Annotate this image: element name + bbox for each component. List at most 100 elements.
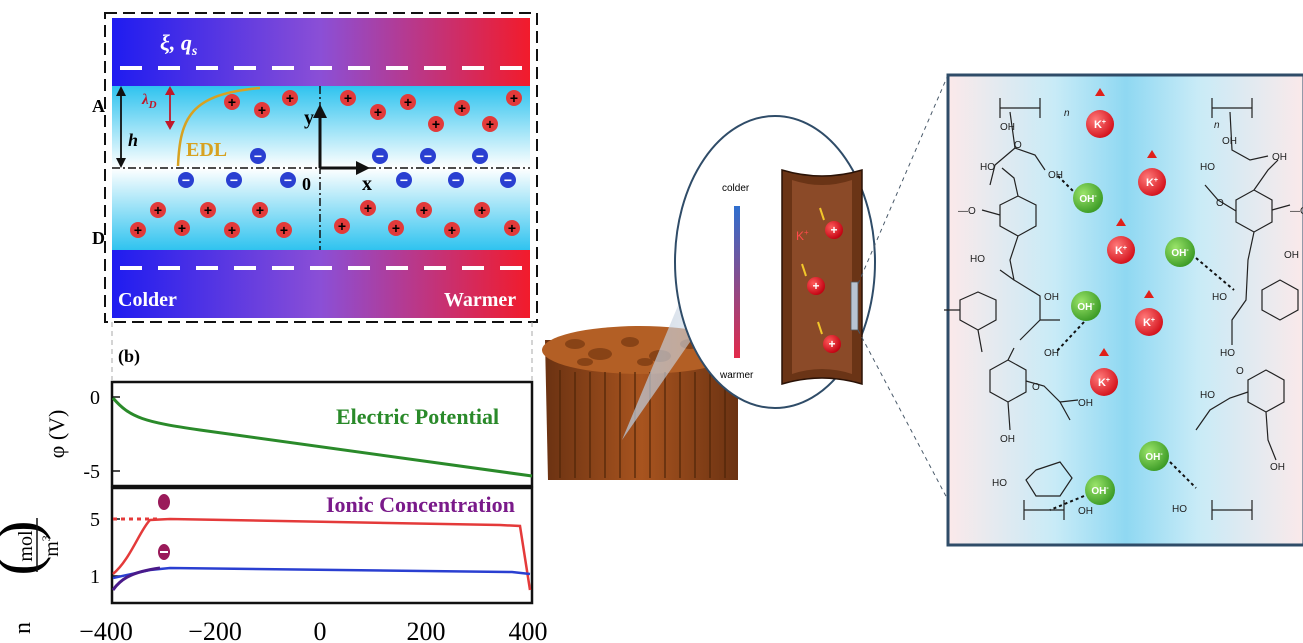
- negative-ions: − − − − − − − − − −: [178, 148, 516, 188]
- svg-text:HO: HO: [1200, 162, 1215, 173]
- svg-text:−: −: [424, 148, 432, 164]
- x-axis-ticks: −400 −200 0 200 400: [79, 617, 547, 643]
- svg-text:O: O: [1216, 198, 1224, 209]
- oh-ion: OH-: [1085, 475, 1115, 505]
- svg-text:HO: HO: [1172, 504, 1187, 515]
- y-axis-label: y: [304, 107, 314, 129]
- tick-minus5: -5: [83, 461, 100, 483]
- svg-text:OH: OH: [1284, 250, 1299, 261]
- k-ion: K+: [1086, 88, 1114, 138]
- svg-text:n: n: [1064, 108, 1070, 119]
- height-label: h: [128, 130, 138, 150]
- svg-text:−: −: [400, 172, 408, 188]
- cation: +: [254, 102, 270, 118]
- svg-text:n: n: [1214, 120, 1220, 131]
- svg-text:+: +: [420, 202, 428, 218]
- x-tick: 0: [314, 617, 327, 643]
- anion: −: [448, 172, 464, 188]
- warmer-scale-label: warmer: [719, 370, 754, 381]
- edl-profile-curve: [176, 86, 261, 167]
- svg-text:+: +: [508, 220, 516, 236]
- cation: +: [506, 90, 522, 106]
- anion: −: [372, 148, 388, 164]
- molecular-panel-frame: [946, 73, 1303, 547]
- x-axis-label: x: [362, 173, 372, 195]
- k-ion: K+: [1135, 290, 1163, 336]
- svg-text:—O: —O: [1290, 206, 1303, 217]
- region-d-label: D: [92, 228, 105, 248]
- svg-text:OH: OH: [1000, 122, 1015, 133]
- svg-text:HO: HO: [1212, 292, 1227, 303]
- svg-text:HO: HO: [980, 162, 995, 173]
- anion: −: [420, 148, 436, 164]
- svg-text:+: +: [134, 222, 142, 238]
- svg-text:+: +: [228, 94, 236, 110]
- surface-parameters-label: ξ, qs: [160, 30, 198, 59]
- svg-text:+: +: [374, 104, 382, 120]
- svg-text:+: +: [344, 90, 352, 106]
- anion: −: [226, 172, 242, 188]
- svg-text:+: +: [486, 116, 494, 132]
- tick-1: 1: [90, 566, 100, 588]
- x-tick: 200: [407, 617, 446, 643]
- potassium-ions: K+ K+ K+ K+ K+: [1086, 88, 1166, 396]
- motion-arrow: [819, 207, 825, 221]
- svg-text:+: +: [228, 222, 236, 238]
- anion: −: [250, 148, 266, 164]
- cation: +: [444, 222, 460, 238]
- svg-text:+: +: [458, 100, 466, 116]
- svg-text:O: O: [1032, 382, 1040, 393]
- svg-text:+: +: [830, 223, 837, 237]
- concentration-axis-label: n ( ) mol m3: [0, 518, 63, 634]
- bottom-wall: [112, 250, 530, 318]
- k-ion-label: K+: [796, 228, 809, 243]
- cation: +: [150, 202, 166, 218]
- svg-text:K+: K+: [1098, 377, 1110, 389]
- unit-denominator: m3: [39, 535, 63, 557]
- svg-text:—O: —O: [958, 206, 976, 217]
- cation: +: [360, 200, 376, 216]
- temperature-gradient-bar: [734, 206, 740, 358]
- debye-length-dimension: λD: [141, 86, 175, 130]
- cation: +: [400, 94, 416, 110]
- svg-text:+: +: [404, 94, 412, 110]
- anion: −: [178, 172, 194, 188]
- svg-text:−: −: [284, 172, 292, 188]
- hydrogen-bonds: [1049, 175, 1235, 511]
- tick-5: 5: [90, 509, 100, 531]
- oh-ion: OH-: [1165, 237, 1195, 267]
- zoom-circle: colder warmer K+ + + +: [674, 115, 876, 409]
- svg-text:OH: OH: [1044, 348, 1059, 359]
- warmer-label: Warmer: [444, 289, 516, 311]
- x-tick: −200: [188, 617, 242, 643]
- electric-potential-label: Electric Potential: [336, 404, 499, 429]
- svg-text:OH-: OH-: [1145, 451, 1163, 463]
- svg-text:HO: HO: [1200, 390, 1215, 401]
- svg-text:−: −: [452, 172, 460, 188]
- svg-text:+: +: [204, 202, 212, 218]
- k-ion: K+: [1107, 218, 1135, 264]
- paren: ( ): [0, 521, 51, 576]
- potential-plot-frame: [110, 380, 534, 488]
- cation: +: [224, 222, 240, 238]
- motion-arrow: [801, 263, 807, 277]
- top-wall: [112, 18, 530, 86]
- cation: +: [276, 222, 292, 238]
- svg-text:OH: OH: [1222, 136, 1237, 147]
- ionic-concentration-label: Ionic Concentration: [326, 492, 515, 517]
- cation: +: [416, 202, 432, 218]
- unit-numerator: mol: [15, 530, 37, 562]
- cation: +: [252, 202, 268, 218]
- colder-scale-label: colder: [722, 183, 750, 194]
- svg-text:K+: K+: [1146, 177, 1158, 189]
- svg-text:+: +: [432, 116, 440, 132]
- svg-text:+: +: [286, 90, 294, 106]
- positive-marker: [158, 494, 170, 510]
- anion: −: [500, 172, 516, 188]
- cation: +: [474, 202, 490, 218]
- cation: +: [823, 335, 841, 353]
- svg-text:OH: OH: [1078, 398, 1093, 409]
- svg-text:+: +: [258, 102, 266, 118]
- panel-b: (b) 0 -5 φ (V) Electric Potential 5 1 n …: [0, 346, 548, 643]
